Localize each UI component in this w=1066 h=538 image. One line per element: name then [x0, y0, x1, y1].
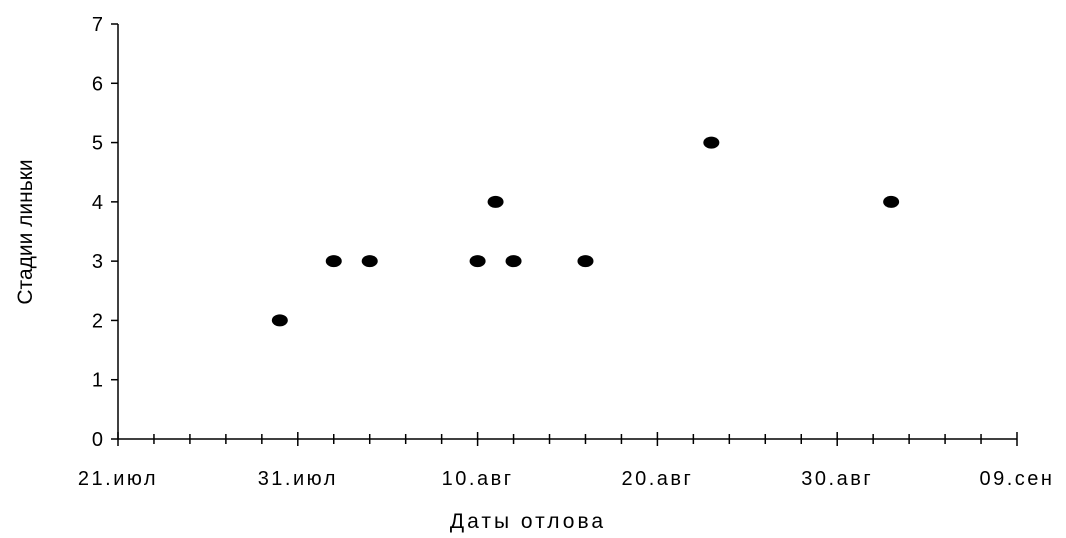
- data-point: [577, 255, 594, 268]
- x-axis-title: Даты отлова: [450, 510, 606, 533]
- x-ticks: 21.июл 31.июл 10.авг 20.авг 30.авг 09.сен: [78, 432, 1055, 490]
- data-point: [703, 136, 720, 149]
- y-tick-label: 6: [92, 73, 103, 95]
- data-point: [469, 255, 486, 268]
- y-tick-label: 2: [92, 310, 103, 332]
- data-point: [487, 195, 504, 208]
- x-tick-label: 10.авг: [442, 468, 514, 490]
- y-tick-label: 1: [92, 370, 103, 392]
- y-axis-title: Стадии линьки: [14, 159, 37, 304]
- axes: [117, 24, 1017, 440]
- data-point: [361, 255, 378, 268]
- data-points: [271, 136, 900, 327]
- y-tick-label: 4: [92, 192, 103, 214]
- y-tick-label: 7: [92, 14, 103, 36]
- data-point: [271, 314, 288, 327]
- data-point: [505, 255, 522, 268]
- data-point: [883, 195, 900, 208]
- data-point: [325, 255, 342, 268]
- y-ticks: 0 1 2 3 4 5 6 7: [92, 14, 118, 451]
- x-tick-label: 31.июл: [258, 468, 338, 490]
- x-tick-label: 30.авг: [801, 468, 873, 490]
- y-tick-label: 0: [92, 429, 103, 451]
- x-tick-label: 09.сен: [980, 468, 1055, 490]
- y-tick-label: 5: [92, 133, 103, 155]
- y-tick-label: 3: [92, 251, 103, 273]
- x-tick-label: 21.июл: [78, 468, 158, 490]
- x-tick-label: 20.авг: [621, 468, 693, 490]
